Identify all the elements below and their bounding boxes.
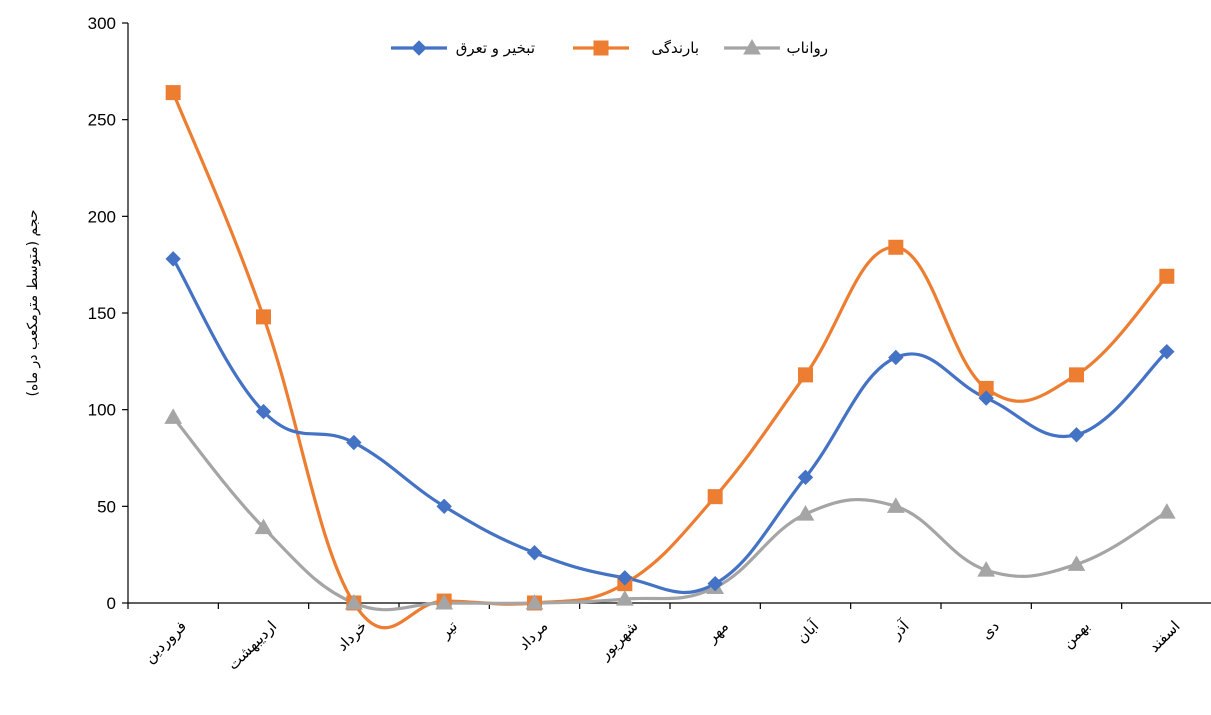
x-tick-label: فروردین xyxy=(140,617,190,667)
y-tick-label: 200 xyxy=(88,207,116,226)
x-tick-label: اردیبهشت xyxy=(224,617,280,673)
data-point-series-2 xyxy=(796,505,815,521)
series-markers xyxy=(164,85,1176,611)
data-point-series-0 xyxy=(255,403,272,420)
data-point-series-2 xyxy=(525,593,544,610)
x-tick-label: بهمن xyxy=(1059,617,1094,652)
data-point-series-1 xyxy=(888,239,904,255)
y-tick-label: 100 xyxy=(88,401,116,420)
x-tick-label: دی xyxy=(977,617,1003,643)
data-point-series-0 xyxy=(436,498,452,515)
y-axis: 0 50 100 150 200 250 300 xyxy=(88,14,129,613)
data-point-series-1 xyxy=(798,367,813,383)
x-tick-label: خرداد xyxy=(333,617,371,655)
data-point-series-2 xyxy=(435,593,454,610)
legend-item-1: بارندگی xyxy=(573,39,699,57)
data-point-series-0 xyxy=(1068,427,1085,443)
data-point-series-2 xyxy=(344,593,363,610)
series-line-0 xyxy=(171,258,1168,594)
data-point-series-2 xyxy=(615,590,634,606)
data-point-series-0 xyxy=(707,575,723,592)
data-point-series-2 xyxy=(886,497,905,513)
y-tick-label: 0 xyxy=(107,594,116,613)
legend-label: بارندگی xyxy=(651,39,699,57)
x-tick-label: آبان xyxy=(793,617,823,647)
x-tick-label: آذر xyxy=(886,617,913,644)
data-point-series-0 xyxy=(165,251,181,267)
data-point-series-2 xyxy=(977,561,996,577)
data-point-series-1 xyxy=(1159,268,1175,284)
legend: تبخیر و تعرق بارندگی رواناب xyxy=(391,38,828,57)
legend-swatch-marker xyxy=(743,38,761,55)
x-tick-label: مرداد xyxy=(515,617,552,654)
series-line-1 xyxy=(171,92,1169,630)
legend-item-2: رواناب xyxy=(724,38,828,57)
series-lines xyxy=(171,92,1169,630)
data-point-series-0 xyxy=(526,545,543,561)
x-tick-label: شهریور xyxy=(595,617,642,664)
legend-swatch-marker xyxy=(411,40,427,56)
data-point-series-0 xyxy=(888,349,904,366)
y-tick-label: 50 xyxy=(97,497,116,516)
legend-swatch-marker xyxy=(593,40,609,56)
data-point-series-0 xyxy=(978,390,994,406)
series-line-2 xyxy=(171,416,1168,612)
data-point-series-2 xyxy=(164,408,183,424)
data-point-series-2 xyxy=(1157,503,1176,519)
data-point-series-1 xyxy=(256,309,271,325)
data-point-series-0 xyxy=(617,570,633,586)
legend-item-0: تبخیر و تعرق xyxy=(391,39,535,57)
data-point-series-0 xyxy=(1159,343,1175,360)
y-tick-label: 300 xyxy=(88,14,116,33)
data-point-series-2 xyxy=(1067,555,1086,571)
legend-label: رواناب xyxy=(786,39,828,57)
data-point-series-1 xyxy=(1069,367,1084,383)
x-tick-label: تیر xyxy=(436,617,461,642)
x-axis: فروردین اردیبهشت خرداد تیر مرداد شهریور مهر آبا… xyxy=(127,602,1211,674)
data-point-series-1 xyxy=(165,85,181,101)
data-point-series-2 xyxy=(254,518,273,535)
y-tick-label: 150 xyxy=(88,304,116,323)
y-axis-label: حجم (متوسط مترمکعب در ماه) xyxy=(25,210,41,397)
legend-label: تبخیر و تعرق xyxy=(456,39,535,57)
data-point-series-0 xyxy=(346,434,362,451)
x-tick-label: اسفند xyxy=(1145,617,1184,656)
data-point-series-1 xyxy=(707,489,723,505)
x-tick-label: مهر xyxy=(702,617,732,647)
y-tick-label: 250 xyxy=(88,111,116,130)
data-point-series-0 xyxy=(797,469,814,486)
